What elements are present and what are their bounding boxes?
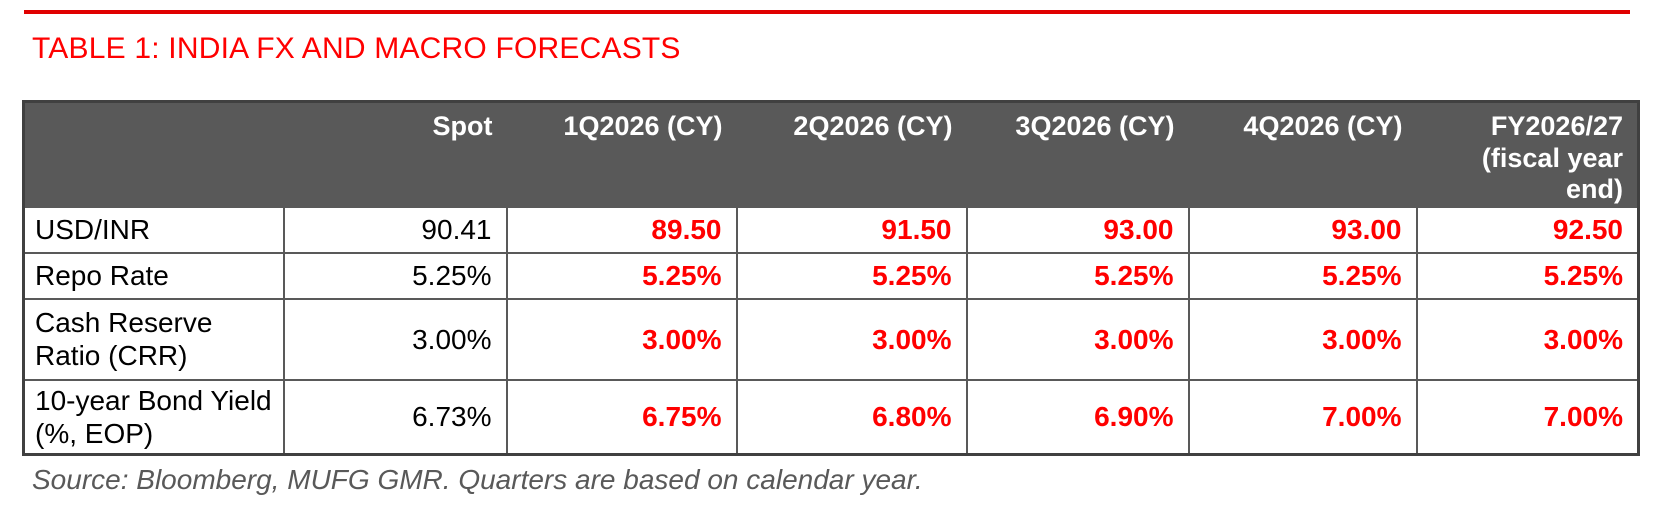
table-body: USD/INR 90.41 89.50 91.50 93.00 93.00 92.50 Rep…: [22, 205, 1640, 456]
forecast-value: 91.50: [735, 205, 968, 254]
forecast-value: 6.80%: [735, 378, 968, 456]
forecast-table-container: Spot 1Q2026 (CY) 2Q2026 (CY) 3Q2026 (CY) 4Q2…: [22, 100, 1640, 457]
spot-value: 6.73%: [282, 378, 508, 456]
column-header: 1Q2026 (CY): [506, 101, 737, 207]
column-header: Spot: [283, 101, 507, 207]
forecast-value: 3.00%: [735, 297, 968, 381]
forecast-value: 5.25%: [965, 251, 1190, 300]
column-header: 3Q2026 (CY): [966, 101, 1189, 207]
spot-value: 90.41: [282, 205, 508, 254]
table-header-row: Spot 1Q2026 (CY) 2Q2026 (CY) 3Q2026 (CY) 4Q2…: [23, 101, 1639, 207]
column-header: 4Q2026 (CY): [1188, 101, 1417, 207]
row-label: USD/INR: [22, 205, 285, 254]
column-header: 2Q2026 (CY): [736, 101, 967, 207]
forecast-value: 89.50: [505, 205, 738, 254]
forecast-value: 7.00%: [1415, 378, 1640, 456]
red-divider-rule: [24, 10, 1630, 14]
forecast-value: 3.00%: [1415, 297, 1640, 381]
table-row: 10-year Bond Yield (%, EOP) 6.73% 6.75% 6.8…: [22, 378, 1640, 456]
row-label: Repo Rate: [22, 251, 285, 300]
source-note: Source: Bloomberg, MUFG GMR. Quarters ar…: [32, 464, 923, 495]
forecast-value: 6.75%: [505, 378, 738, 456]
row-label: Cash Reserve Ratio (CRR): [22, 297, 285, 381]
table-row: Repo Rate 5.25% 5.25% 5.25% 5.25% 5.25% 5.25%: [22, 251, 1640, 300]
forecast-value: 3.00%: [1187, 297, 1418, 381]
forecast-value: 5.25%: [1415, 251, 1640, 300]
column-header: FY2026/27 (fiscal year end): [1416, 101, 1639, 207]
spot-value: 5.25%: [282, 251, 508, 300]
page-title: TABLE 1: INDIA FX AND MACRO FORECASTS: [32, 32, 681, 65]
forecast-value: 93.00: [1187, 205, 1418, 254]
forecast-value: 5.25%: [735, 251, 968, 300]
column-header-empty: [23, 101, 284, 207]
forecast-value: 5.25%: [1187, 251, 1418, 300]
forecast-value: 7.00%: [1187, 378, 1418, 456]
forecast-value: 93.00: [965, 205, 1190, 254]
forecast-value: 3.00%: [505, 297, 738, 381]
forecast-value: 6.90%: [965, 378, 1190, 456]
table-row: Cash Reserve Ratio (CRR) 3.00% 3.00% 3.00% 3…: [22, 297, 1640, 381]
spot-value: 3.00%: [282, 297, 508, 381]
forecast-value: 3.00%: [965, 297, 1190, 381]
forecast-value: 92.50: [1415, 205, 1640, 254]
forecast-table: Spot 1Q2026 (CY) 2Q2026 (CY) 3Q2026 (CY) 4Q2…: [22, 100, 1640, 457]
table-row: USD/INR 90.41 89.50 91.50 93.00 93.00 92.50: [22, 205, 1640, 254]
row-label: 10-year Bond Yield (%, EOP): [22, 378, 285, 456]
forecast-value: 5.25%: [505, 251, 738, 300]
